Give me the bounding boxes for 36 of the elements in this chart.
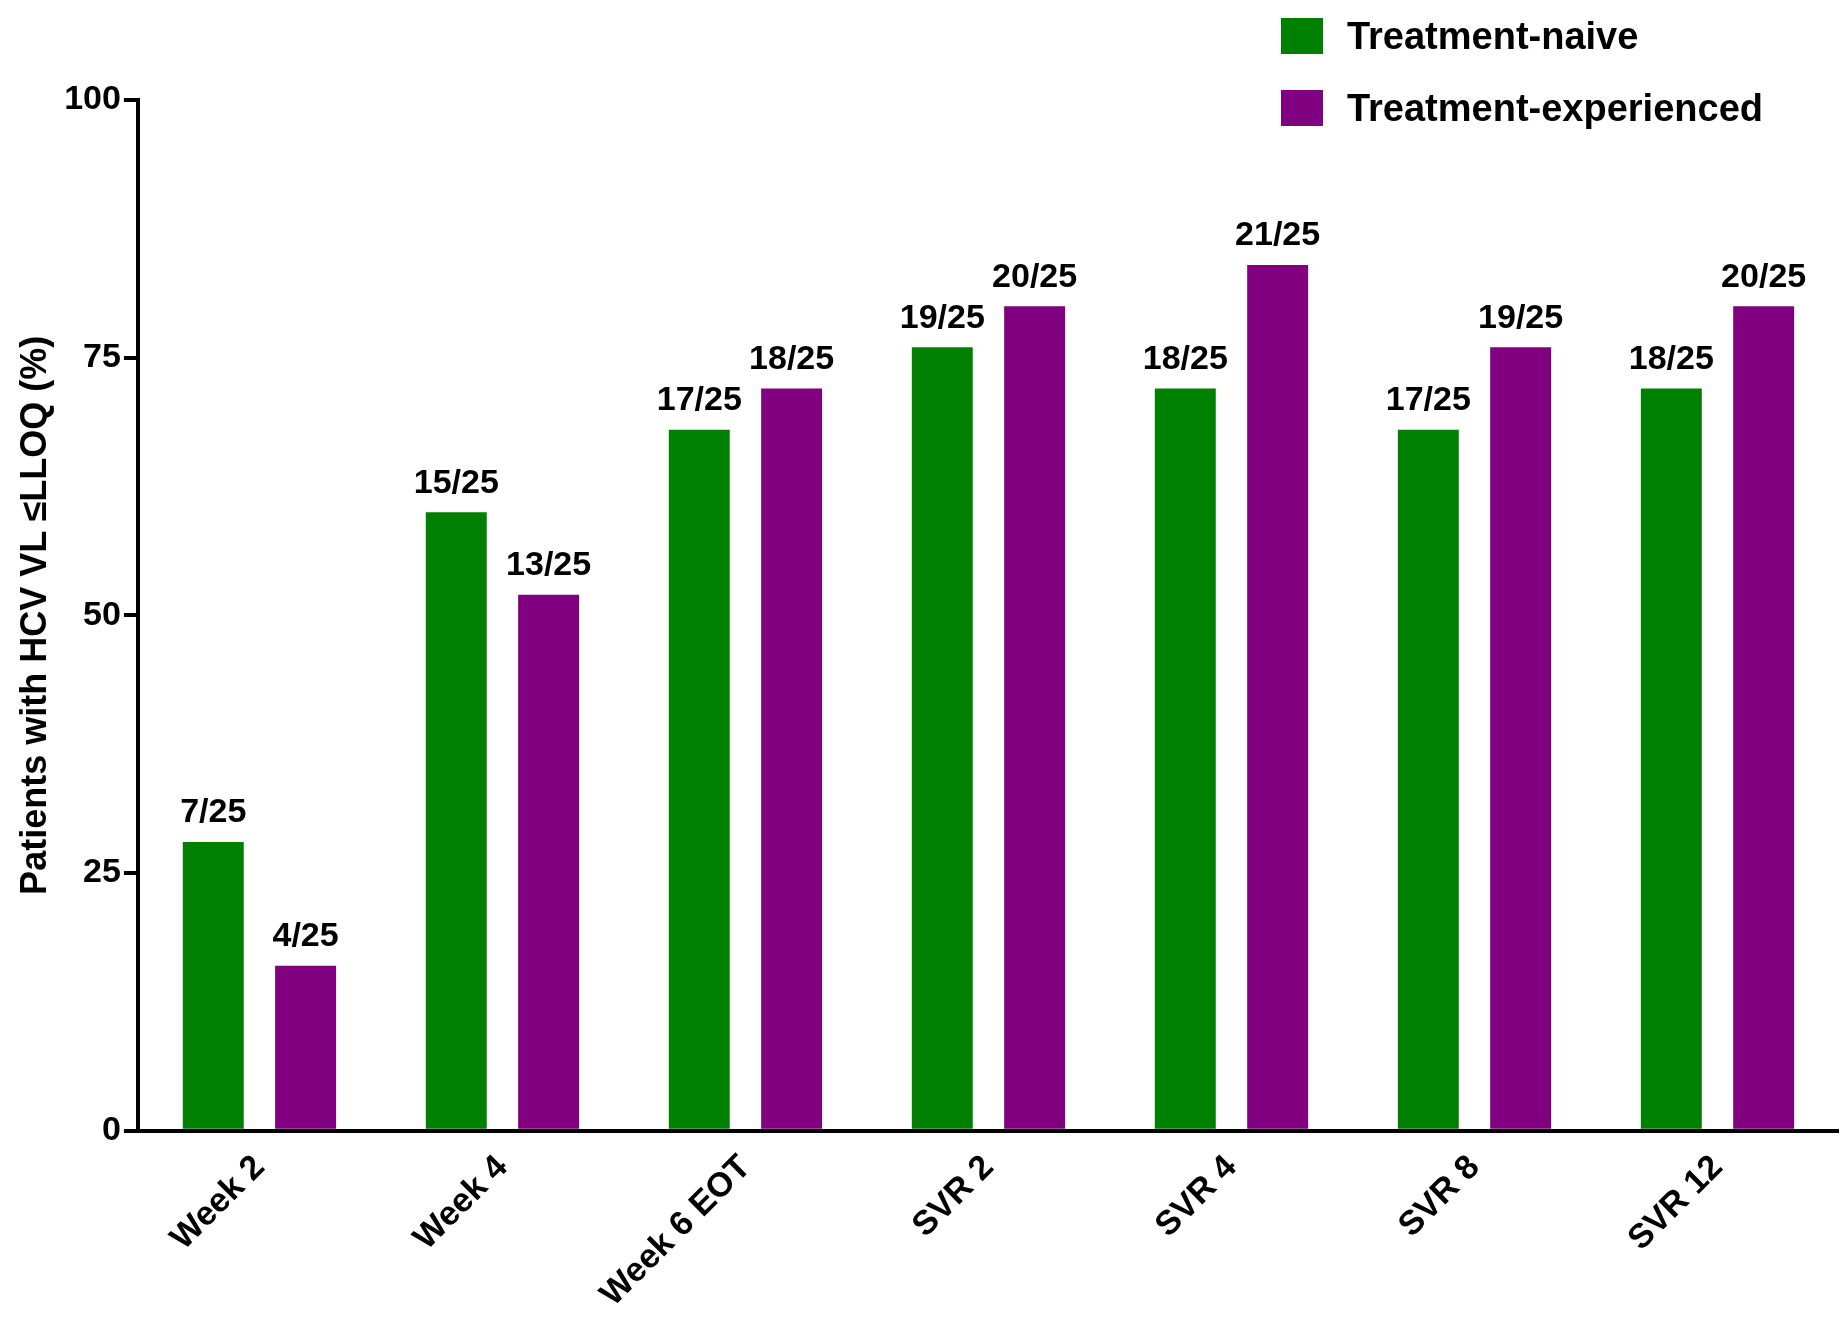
legend-label: Treatment-naive xyxy=(1346,14,1639,58)
data-label: 18/25 xyxy=(749,337,835,376)
data-label: 13/25 xyxy=(506,544,592,583)
bar xyxy=(911,347,973,1129)
y-tick-label: 100 xyxy=(64,78,121,117)
y-tick-label: 50 xyxy=(83,593,121,632)
data-label: 21/25 xyxy=(1235,214,1321,253)
y-tick-label: 0 xyxy=(102,1109,121,1147)
data-label: 20/25 xyxy=(1721,255,1807,294)
bar xyxy=(668,429,730,1129)
bar xyxy=(1154,388,1216,1129)
data-label: 18/25 xyxy=(1628,337,1714,376)
bar xyxy=(1397,429,1459,1129)
bar xyxy=(275,965,337,1129)
data-label: 4/25 xyxy=(272,915,339,954)
bar xyxy=(518,594,580,1129)
bar xyxy=(1004,306,1066,1129)
y-tick-label: 75 xyxy=(83,336,121,375)
data-label: 15/25 xyxy=(413,461,499,500)
bar xyxy=(1733,306,1795,1129)
y-tick-label: 25 xyxy=(83,851,121,890)
y-axis-title: Patients with HCV VL ≤LLOQ (%) xyxy=(12,335,54,895)
legend-label: Treatment-experienced xyxy=(1346,86,1763,130)
data-label: 18/25 xyxy=(1142,337,1228,376)
bar xyxy=(1640,388,1702,1129)
bar xyxy=(1247,264,1309,1129)
data-label: 20/25 xyxy=(992,255,1078,294)
bar xyxy=(1490,347,1552,1129)
data-label: 7/25 xyxy=(180,791,247,830)
bar xyxy=(761,388,823,1129)
data-label: 17/25 xyxy=(1385,379,1471,418)
bar xyxy=(182,842,244,1129)
data-label: 17/25 xyxy=(656,379,742,418)
data-label: 19/25 xyxy=(899,296,985,335)
data-label: 19/25 xyxy=(1478,296,1564,335)
bar xyxy=(425,512,487,1129)
